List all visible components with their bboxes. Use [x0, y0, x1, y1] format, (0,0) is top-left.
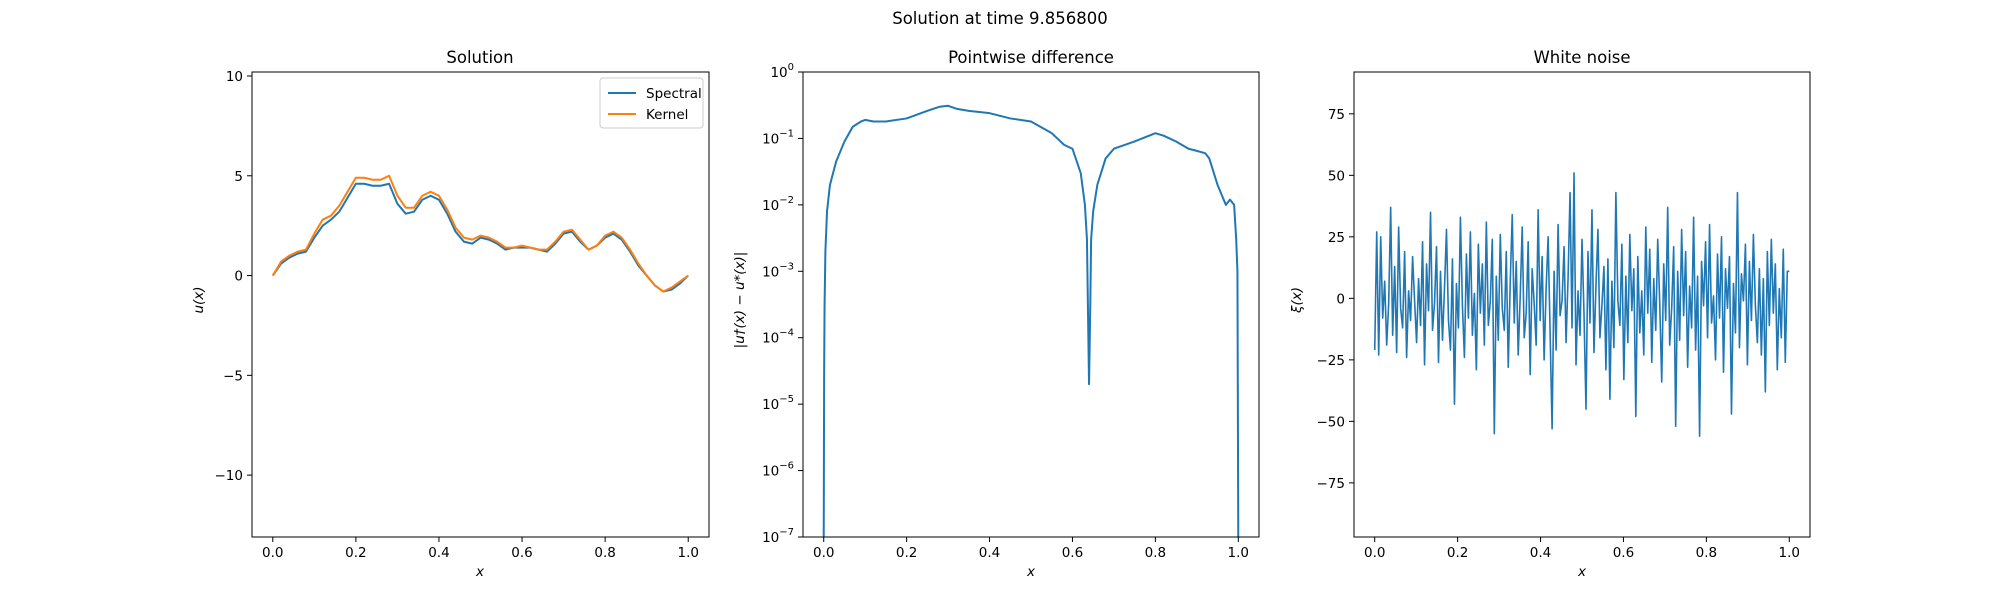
solution-panel: Solution x u(x) 0.0 0.2 0.4 0.6 0.8 1.0 10 5 0 −5…: [191, 48, 710, 580]
figure-suptitle: Solution at time 9.856800: [892, 9, 1108, 28]
difference-xlabel: x: [1026, 564, 1036, 580]
difference-ytick-label: 10−4: [762, 328, 794, 347]
difference-ytick-label: 10−6: [762, 461, 794, 480]
difference-xtick-label: 0.2: [896, 545, 917, 561]
noise-series-line: [1373, 172, 1790, 437]
solution-axes-frame: [251, 71, 710, 538]
solution-legend: Spectral Kernel: [599, 77, 704, 129]
difference-xtick-label: 0.4: [979, 545, 1000, 561]
solution-legend-label-kernel: Kernel: [646, 107, 688, 123]
noise-ytick-label: 75: [1328, 107, 1345, 123]
difference-ytick-label: 100: [770, 62, 794, 81]
noise-ytick-label: −50: [1317, 414, 1346, 430]
solution-ytick-label: 10: [226, 69, 243, 85]
noise-ytick-label: 0: [1336, 291, 1345, 307]
noise-title: White noise: [1533, 48, 1630, 67]
noise-ytick-label: 50: [1328, 168, 1345, 184]
pointwise-difference-panel: Pointwise difference x |u†(x) − u*(x)| 0…: [732, 48, 1260, 580]
solution-legend-box: [599, 77, 704, 129]
difference-xtick-label: 0.0: [813, 545, 834, 561]
noise-xtick-label: 0.4: [1530, 545, 1551, 561]
difference-xtick-label: 0.8: [1145, 545, 1166, 561]
noise-ytick-label: −25: [1317, 353, 1346, 369]
solution-series-spectral: [271, 182, 689, 293]
solution-xtick-label: 0.0: [262, 545, 283, 561]
noise-xtick-label: 0.0: [1364, 545, 1385, 561]
solution-title: Solution: [446, 48, 513, 67]
noise-ylabel: ξ(x): [1289, 287, 1305, 314]
difference-ylabel: |u†(x) − u*(x)|: [732, 252, 748, 349]
noise-xtick-label: 1.0: [1779, 545, 1800, 561]
solution-ytick-label: −10: [215, 468, 244, 484]
solution-legend-label-spectral: Spectral: [646, 86, 702, 102]
solution-xtick-label: 1.0: [677, 545, 698, 561]
noise-xlabel: x: [1577, 564, 1587, 580]
white-noise-panel: White noise x ξ(x) 0.0 0.2 0.4 0.6 0.8 1.0 75 5…: [1289, 48, 1811, 580]
difference-xtick-label: 0.6: [1062, 545, 1083, 561]
noise-ytick-label: −75: [1317, 476, 1346, 492]
noise-xtick-label: 0.8: [1696, 545, 1717, 561]
noise-ytick-label: 25: [1328, 230, 1345, 246]
difference-ytick-label: 10−7: [762, 527, 794, 546]
solution-xtick-label: 0.8: [594, 545, 615, 561]
solution-series-kernel: [271, 174, 689, 293]
solution-xtick-label: 0.6: [511, 545, 532, 561]
difference-ytick-label: 10−3: [762, 261, 794, 280]
difference-series-line: [822, 104, 1240, 537]
solution-xtick-label: 0.4: [428, 545, 449, 561]
solution-xlabel: x: [475, 564, 485, 580]
solution-xtick-label: 0.2: [345, 545, 366, 561]
solution-ytick-label: 0: [234, 269, 243, 285]
difference-xtick-label: 1.0: [1228, 545, 1249, 561]
solution-ylabel: u(x): [191, 286, 207, 313]
difference-axes-frame: [802, 71, 1260, 538]
noise-xtick-label: 0.6: [1613, 545, 1634, 561]
noise-axes-frame: [1353, 71, 1811, 538]
solution-ytick-label: −5: [223, 368, 243, 384]
difference-ytick-label: 10−5: [762, 394, 794, 413]
difference-ytick-label: 10−1: [762, 128, 794, 147]
difference-title: Pointwise difference: [948, 48, 1114, 67]
difference-ytick-label: 10−2: [762, 195, 794, 214]
solution-ytick-label: 5: [234, 169, 243, 185]
noise-xtick-label: 0.2: [1447, 545, 1468, 561]
